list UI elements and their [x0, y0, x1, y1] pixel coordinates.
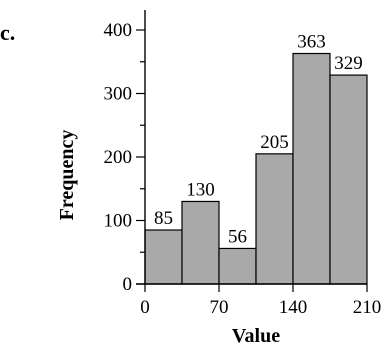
- y-axis-title: Frequency: [56, 130, 78, 221]
- bar-value-label: 56: [228, 226, 247, 247]
- bar-value-label: 363: [297, 31, 326, 52]
- histogram-bar: [255, 153, 294, 285]
- x-axis-title: Value: [232, 325, 280, 347]
- y-tick-label: 0: [123, 274, 133, 295]
- y-tick-label: 300: [104, 84, 133, 105]
- bar-value-label: 85: [154, 208, 173, 229]
- histogram-bar: [181, 200, 220, 285]
- y-tick-label: 200: [104, 147, 133, 168]
- x-tick-label: 140: [279, 297, 308, 318]
- x-tick-label: 0: [140, 297, 150, 318]
- histogram-bar: [218, 247, 257, 285]
- y-tick-label: 400: [104, 20, 133, 41]
- y-axis: 0 100 200 300 400: [104, 10, 146, 295]
- histogram-bar: [329, 74, 368, 285]
- bar-value-label: 205: [260, 132, 289, 153]
- x-tick-label: 70: [210, 297, 229, 318]
- bars-group: [144, 52, 368, 285]
- histogram-bar: [292, 52, 331, 285]
- y-tick-label: 100: [104, 211, 133, 232]
- data-labels-group: 85 130 56 205 363 329: [154, 31, 363, 247]
- bar-value-label: 130: [186, 179, 215, 200]
- x-tick-label: 210: [353, 297, 382, 318]
- panel-label: c.: [0, 20, 15, 45]
- bar-value-label: 329: [334, 53, 363, 74]
- x-axis: 0 70 140 210: [136, 283, 382, 318]
- histogram-bar: [144, 229, 183, 285]
